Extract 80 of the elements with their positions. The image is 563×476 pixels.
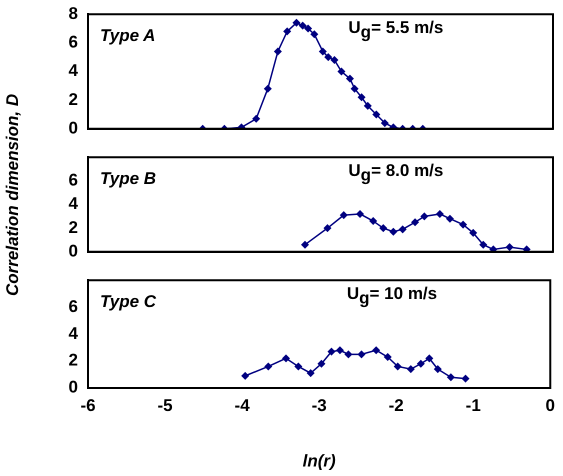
- point: [522, 245, 531, 252]
- point: [358, 350, 366, 358]
- point: [394, 362, 402, 370]
- x-tick-label: -3: [312, 396, 327, 415]
- y-tick-label: 6: [68, 170, 78, 190]
- point: [479, 240, 488, 249]
- point: [317, 360, 326, 368]
- y-tick-label: 4: [68, 194, 79, 214]
- point: [294, 362, 302, 370]
- y-tick-label: 0: [68, 241, 78, 260]
- point: [379, 224, 388, 232]
- point: [264, 84, 272, 93]
- y-tick-label: 6: [68, 296, 78, 316]
- y-tick-label: 2: [68, 90, 78, 109]
- point: [340, 211, 348, 220]
- point: [274, 47, 282, 56]
- annotation: Type B: [100, 169, 156, 190]
- point: [298, 22, 307, 30]
- point: [369, 217, 378, 226]
- point: [384, 353, 392, 362]
- point: [264, 362, 272, 370]
- point: [372, 346, 380, 354]
- point: [337, 68, 346, 76]
- point: [446, 214, 454, 223]
- point: [336, 346, 344, 354]
- point: [356, 210, 364, 218]
- y-tick-label: 0: [68, 118, 78, 138]
- point: [436, 210, 444, 218]
- point: [489, 245, 498, 252]
- point: [389, 228, 398, 236]
- y-tick-label: 2: [68, 218, 78, 237]
- point: [506, 243, 514, 252]
- y-tick-label: 4: [68, 61, 79, 80]
- point: [301, 240, 309, 249]
- point: [469, 228, 478, 237]
- y-tick-label: 8: [68, 4, 78, 23]
- point: [462, 374, 470, 383]
- y-axis-title: Correlation dimension, D: [3, 94, 23, 296]
- point: [434, 365, 442, 374]
- point: [344, 350, 352, 358]
- point: [324, 53, 332, 62]
- point: [398, 225, 407, 234]
- y-tick-label: 2: [68, 350, 78, 370]
- y-tick-label: 0: [68, 378, 78, 397]
- point: [416, 360, 425, 368]
- point: [282, 354, 290, 362]
- y-tick-label: 6: [68, 32, 78, 52]
- point: [425, 354, 434, 362]
- annotation: Type A: [100, 26, 156, 46]
- point: [306, 369, 315, 378]
- point: [323, 224, 332, 232]
- annotation: Type C: [100, 292, 156, 312]
- point: [372, 110, 380, 118]
- point: [346, 74, 354, 83]
- point: [283, 27, 292, 36]
- point: [411, 218, 420, 226]
- x-tick-label: -4: [234, 396, 250, 415]
- x-axis-title: ln(r): [302, 451, 336, 470]
- point: [364, 102, 372, 110]
- point: [406, 365, 415, 374]
- point: [327, 348, 336, 356]
- point: [330, 56, 338, 64]
- point: [459, 220, 468, 229]
- point: [420, 212, 428, 220]
- x-tick-label: -6: [80, 396, 96, 415]
- point: [446, 373, 455, 382]
- point: [304, 24, 312, 33]
- point: [310, 30, 318, 38]
- x-tick-label: -2: [388, 396, 404, 415]
- point: [318, 47, 327, 56]
- point: [241, 372, 250, 380]
- point: [252, 114, 260, 123]
- x-tick-label: 0: [546, 396, 556, 415]
- point: [358, 93, 366, 102]
- x-tick-label: -1: [466, 396, 481, 415]
- point: [380, 119, 389, 128]
- x-tick-label: -5: [157, 396, 173, 415]
- y-tick-label: 4: [68, 324, 79, 343]
- point: [350, 84, 359, 93]
- point: [292, 18, 300, 27]
